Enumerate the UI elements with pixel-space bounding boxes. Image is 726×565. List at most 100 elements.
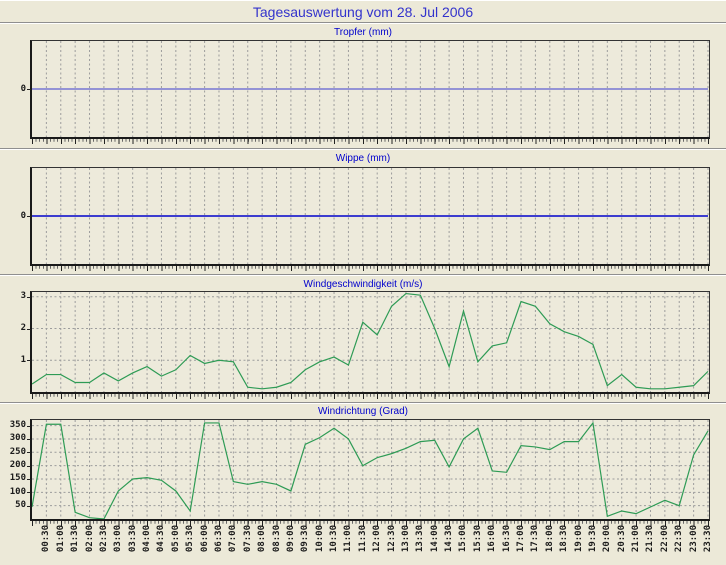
panel-title-tropfer: Tropfer (mm) — [334, 27, 392, 38]
x-tick-label: 06:30 — [213, 525, 224, 553]
y-tick-mark — [27, 216, 31, 217]
panel-tropfer: Tropfer (mm) 0 — [0, 26, 726, 150]
y-tick-mark — [27, 438, 31, 440]
x-tick-label: 16:30 — [501, 525, 512, 553]
y-tick-label: 0 — [20, 83, 26, 94]
x-tick-label: 12:00 — [372, 525, 383, 553]
x-tick-label: 09:00 — [285, 525, 296, 553]
x-tick-label: 14:30 — [444, 525, 455, 553]
y-tick-label: 300 — [9, 433, 26, 444]
x-tick-label: 19:30 — [587, 525, 598, 553]
x-tick-label: 10:00 — [314, 525, 325, 553]
x-tick-label: 01:30 — [70, 525, 81, 553]
y-tick-label: 350 — [9, 420, 26, 431]
x-tick-label: 17:30 — [530, 525, 541, 553]
y-tick-label: 1 — [20, 354, 26, 365]
panel-title-wippe: Wippe (mm) — [335, 153, 391, 164]
x-axis-minor-ticks — [32, 521, 709, 526]
x-tick-label: 11:30 — [357, 525, 368, 553]
x-tick-label: 10:30 — [329, 525, 340, 553]
y-tick-mark — [27, 89, 31, 90]
x-tick-label: 13:30 — [415, 525, 426, 553]
plot-area-tropfer — [30, 40, 710, 139]
y-tick-label: 100 — [9, 486, 26, 497]
y-tick-label: 150 — [9, 473, 26, 484]
x-tick-label: 16:00 — [487, 525, 498, 553]
x-tick-label: 21:30 — [645, 525, 656, 553]
y-tick-label: 200 — [9, 460, 26, 471]
x-tick-label: 08:30 — [271, 525, 282, 553]
x-tick-label: 03:00 — [113, 525, 124, 553]
x-tick-label: 06:00 — [199, 525, 210, 553]
x-tick-label: 20:30 — [616, 525, 627, 553]
y-tick-mark — [27, 425, 31, 427]
x-tick-label: 22:30 — [674, 525, 685, 553]
x-tick-label: 04:30 — [156, 525, 167, 553]
tropfer-line-chart — [32, 41, 709, 137]
x-tick-label: 02:30 — [98, 525, 109, 553]
x-tick-label: 11:00 — [343, 525, 354, 553]
x-tick-label: 17:00 — [516, 525, 527, 553]
plot-area-windgeschwindigkeit — [30, 291, 710, 394]
section-divider — [0, 22, 726, 24]
windgeschwindigkeit-line-chart — [32, 292, 709, 392]
y-tick-label: 250 — [9, 446, 26, 457]
x-tick-label: 21:00 — [631, 525, 642, 553]
x-tick-label: 07:30 — [242, 525, 253, 553]
panel-wippe: Wippe (mm) 0 — [0, 150, 726, 276]
y-tick-mark — [27, 505, 31, 507]
x-tick-label: 23:00 — [688, 525, 699, 553]
x-tick-label: 12:30 — [386, 525, 397, 553]
x-tick-label: 09:30 — [300, 525, 311, 553]
y-tick-mark — [27, 465, 31, 467]
y-tick-mark — [27, 296, 31, 298]
x-axis-minor-ticks — [32, 394, 709, 399]
y-tick-mark — [27, 328, 31, 330]
y-tick-label: 2 — [20, 323, 26, 333]
x-tick-label: 18:00 — [544, 525, 555, 553]
section-divider — [0, 274, 726, 276]
x-tick-label: 22:00 — [659, 525, 670, 553]
y-tick-mark — [27, 492, 31, 494]
plot-area-wippe — [30, 167, 710, 266]
windrichtung-line-chart — [32, 420, 709, 519]
x-axis-labels: 00:30 01:00 01:30 02:00 02:30 03:00 03:30 04:00… — [0, 525, 726, 565]
panel-title-windrichtung: Windrichtung (Grad) — [317, 406, 409, 417]
x-tick-label: 08:00 — [257, 525, 268, 553]
x-tick-label: 18:30 — [559, 525, 570, 553]
data-series-line — [32, 292, 709, 390]
x-tick-label: 02:00 — [84, 525, 95, 553]
y-tick-label: 50 — [15, 500, 26, 511]
x-tick-label: 05:00 — [170, 525, 181, 553]
y-tick-label: 0 — [20, 210, 26, 221]
panel-windrichtung: Windrichtung (Grad) 00:30 01:00 01:30 02:00… — [0, 404, 726, 565]
section-divider — [0, 148, 726, 150]
x-tick-label: 15:30 — [472, 525, 483, 553]
x-tick-label: 01:00 — [55, 525, 66, 553]
x-tick-label: 07:00 — [228, 525, 239, 553]
x-tick-label: 13:00 — [400, 525, 411, 553]
y-tick-mark — [27, 478, 31, 480]
x-axis-minor-ticks — [32, 266, 709, 271]
x-tick-label: 00:30 — [41, 525, 52, 553]
plot-area-windrichtung — [30, 419, 710, 521]
y-tick-mark — [27, 360, 31, 362]
panel-windgeschwindigkeit: Windgeschwindigkeit (m/s) 1 2 3 — [0, 277, 726, 403]
y-tick-mark — [27, 452, 31, 454]
wippe-line-chart — [32, 168, 709, 264]
x-tick-label: 15:00 — [458, 525, 469, 553]
x-axis-minor-ticks — [32, 139, 709, 144]
page-title: Tagesauswertung vom 28. Jul 2006 — [252, 4, 474, 20]
x-tick-label: 20:00 — [602, 525, 613, 553]
panel-title-windgeschwindigkeit: Windgeschwindigkeit (m/s) — [303, 279, 423, 290]
data-series-line — [32, 421, 709, 519]
x-tick-label: 23:30 — [703, 525, 713, 553]
x-tick-label: 14:00 — [429, 525, 440, 553]
x-tick-label: 03:30 — [127, 525, 138, 553]
x-tick-label: 04:00 — [142, 525, 153, 553]
y-tick-label: 3 — [20, 291, 26, 302]
x-tick-label: 05:30 — [185, 525, 196, 553]
section-divider — [0, 402, 726, 404]
x-tick-label: 19:00 — [573, 525, 584, 553]
